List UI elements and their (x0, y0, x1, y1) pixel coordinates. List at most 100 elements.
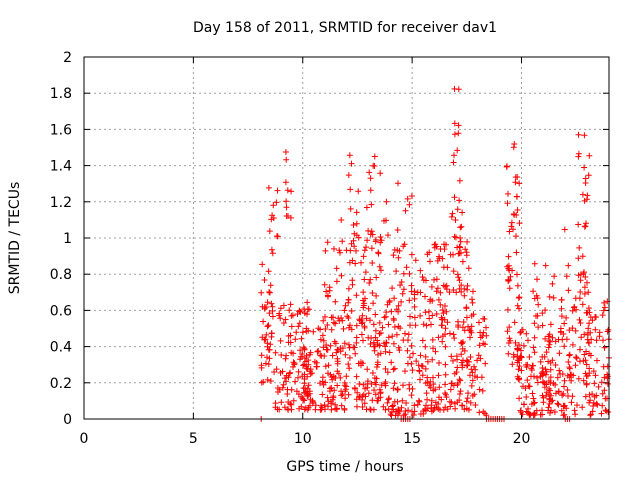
data-point (514, 345, 521, 352)
data-point (511, 211, 518, 218)
data-point (380, 403, 387, 410)
data-point (547, 338, 554, 345)
data-point (386, 299, 393, 306)
data-point (364, 237, 371, 244)
data-point (307, 370, 314, 377)
data-point (412, 322, 419, 329)
data-point (449, 210, 456, 217)
data-point (583, 220, 589, 227)
data-point (282, 149, 289, 155)
data-point (287, 400, 294, 407)
data-point (361, 323, 368, 330)
data-point (361, 276, 368, 283)
data-point (269, 313, 276, 320)
data-point (515, 366, 522, 373)
data-point (345, 285, 352, 292)
data-point (329, 352, 336, 359)
data-point (480, 329, 487, 336)
data-point (322, 379, 329, 386)
data-point (343, 373, 350, 380)
data-point (516, 180, 523, 187)
data-point (577, 320, 584, 326)
data-point (368, 381, 375, 387)
data-point (345, 172, 352, 179)
data-point (577, 358, 583, 365)
data-point (306, 351, 313, 358)
data-point (455, 322, 462, 329)
data-point (381, 217, 387, 224)
data-point (268, 246, 275, 253)
data-point (561, 377, 568, 384)
data-point (453, 369, 460, 376)
data-point (332, 320, 339, 327)
data-point (288, 323, 295, 330)
data-point (338, 402, 345, 409)
data-point (429, 356, 436, 363)
data-point (468, 382, 475, 389)
data-point (469, 377, 476, 384)
data-point (594, 401, 601, 408)
data-point (362, 269, 369, 276)
data-point (439, 307, 446, 313)
data-point (514, 373, 521, 380)
data-point (590, 399, 597, 406)
data-point (471, 363, 477, 370)
data-point (423, 407, 430, 414)
data-point (580, 377, 587, 384)
data-point (371, 375, 378, 381)
y-tick-label: 1.2 (50, 195, 72, 211)
data-point (315, 348, 322, 354)
data-point (423, 322, 430, 329)
data-point (371, 153, 378, 160)
data-point (537, 358, 544, 365)
data-point (410, 350, 417, 357)
data-point (266, 228, 273, 235)
data-point (530, 344, 537, 351)
data-point (411, 288, 418, 295)
data-point (514, 207, 521, 213)
data-point (575, 375, 582, 382)
data-point (557, 325, 564, 332)
data-point (517, 407, 524, 414)
data-point (526, 354, 533, 360)
data-point (373, 364, 380, 370)
data-point (283, 204, 290, 211)
y-tick-label: 1.4 (50, 159, 72, 175)
data-point (432, 348, 439, 355)
data-point (531, 295, 538, 302)
data-point (458, 282, 465, 289)
data-point (347, 186, 354, 193)
data-point (460, 319, 467, 325)
data-point (582, 274, 589, 280)
data-point (309, 397, 316, 404)
data-point (599, 402, 606, 409)
data-point (341, 382, 348, 389)
data-point (395, 254, 402, 261)
data-point (405, 407, 412, 414)
data-point (518, 328, 525, 335)
data-point (408, 193, 415, 199)
data-point (280, 320, 287, 326)
data-point (281, 404, 288, 411)
data-point (391, 365, 398, 372)
data-point (581, 164, 588, 171)
data-point (565, 262, 572, 269)
data-point (377, 234, 384, 240)
data-point (262, 360, 269, 367)
data-point (452, 405, 459, 412)
data-point (330, 314, 336, 321)
data-point (351, 344, 358, 351)
data-point (274, 187, 281, 194)
data-point (599, 390, 606, 397)
data-point (285, 339, 292, 346)
data-point (268, 300, 275, 307)
data-point (437, 301, 444, 308)
data-point (564, 372, 571, 379)
data-point (510, 144, 517, 151)
x-axis-label: GPS time / hours (286, 459, 403, 475)
data-point (586, 152, 593, 159)
x-tick-label: 10 (294, 431, 312, 447)
data-point (443, 394, 450, 401)
data-point (310, 328, 317, 335)
data-point (539, 310, 546, 317)
